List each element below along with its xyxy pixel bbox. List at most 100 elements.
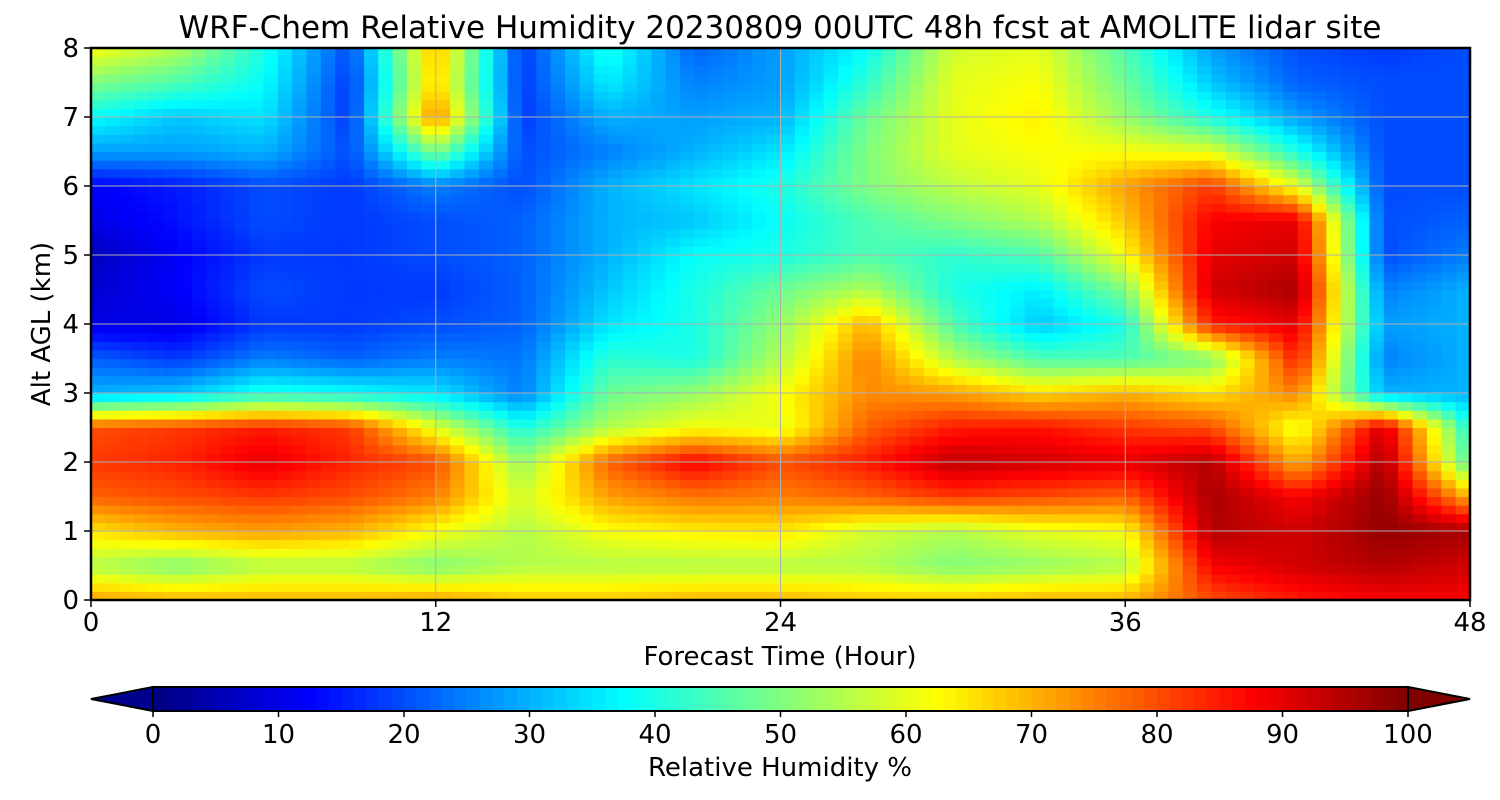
heatmap-cell <box>1067 203 1083 213</box>
heatmap-cell <box>780 565 796 575</box>
heatmap-cell <box>478 237 494 247</box>
heatmap-cell <box>1168 393 1184 403</box>
heatmap-cell <box>1297 453 1313 463</box>
heatmap-cell <box>1455 367 1471 377</box>
heatmap-cell <box>723 315 738 325</box>
heatmap-cell <box>407 315 422 325</box>
heatmap-cell <box>1153 591 1169 601</box>
heatmap-cell <box>493 272 509 282</box>
heatmap-cell <box>737 513 753 523</box>
heatmap-cell <box>1010 427 1026 437</box>
heatmap-cell <box>1355 556 1371 567</box>
heatmap-cell <box>1412 462 1428 472</box>
heatmap-cell <box>234 436 250 446</box>
heatmap-cell <box>809 539 825 549</box>
heatmap-cell <box>1426 237 1442 247</box>
heatmap-cell <box>866 470 882 480</box>
heatmap-cell <box>1383 211 1399 222</box>
heatmap-cell <box>1153 349 1169 360</box>
heatmap-cell <box>478 341 494 351</box>
heatmap-cell <box>1297 444 1313 454</box>
heatmap-cell <box>579 220 595 230</box>
heatmap-cell <box>292 341 308 351</box>
heatmap-cell <box>249 177 264 187</box>
heatmap-cell <box>1311 220 1327 230</box>
heatmap-cell <box>507 306 523 316</box>
heatmap-cell <box>924 220 940 230</box>
heatmap-cell <box>234 548 250 558</box>
heatmap-cell <box>205 349 221 360</box>
heatmap-cell <box>1067 418 1083 429</box>
heatmap-cell <box>665 186 681 196</box>
heatmap-cell <box>1426 194 1442 204</box>
heatmap-cell <box>995 263 1011 273</box>
heatmap-cell <box>694 556 710 567</box>
heatmap-cell <box>191 298 207 308</box>
heatmap-cell <box>148 186 164 196</box>
heatmap-cell <box>320 211 336 222</box>
heatmap-cell <box>292 324 308 334</box>
heatmap-cell <box>1455 574 1471 584</box>
heatmap-cell <box>277 168 293 178</box>
heatmap-cell <box>349 505 365 515</box>
heatmap-cell <box>665 427 681 437</box>
heatmap-cell <box>967 375 983 385</box>
heatmap-cell <box>952 384 968 394</box>
heatmap-cell <box>593 246 609 256</box>
heatmap-cell <box>909 263 925 273</box>
heatmap-cell <box>478 393 494 403</box>
heatmap-cell <box>177 306 193 316</box>
heatmap-cell <box>450 582 466 592</box>
heatmap-cell <box>536 393 552 403</box>
heatmap-cell <box>234 453 250 463</box>
heatmap-cell <box>938 436 954 446</box>
heatmap-cell <box>277 160 293 170</box>
heatmap-cell <box>1096 436 1112 446</box>
heatmap-cell <box>1455 246 1471 256</box>
heatmap-cell <box>277 539 293 549</box>
heatmap-cell <box>536 306 552 316</box>
heatmap-cell <box>1125 177 1141 187</box>
heatmap-cell <box>1225 332 1241 342</box>
heatmap-cell <box>1082 220 1098 230</box>
heatmap-cell <box>1168 574 1184 584</box>
heatmap-cell <box>536 220 552 230</box>
heatmap-cell <box>823 237 839 247</box>
heatmap-cell <box>1211 367 1227 377</box>
heatmap-cell <box>1340 324 1356 334</box>
heatmap-cell <box>1326 565 1342 575</box>
heatmap-cell <box>249 358 264 368</box>
heatmap-cell <box>335 160 351 170</box>
heatmap-cell <box>306 375 322 385</box>
heatmap-cell <box>651 168 667 178</box>
heatmap-cell <box>866 548 882 558</box>
heatmap-cell <box>1297 531 1313 541</box>
heatmap-cell <box>837 186 853 196</box>
heatmap-cell <box>363 410 379 420</box>
heatmap-cell <box>1326 531 1342 541</box>
heatmap-cell <box>766 324 782 334</box>
heatmap-cell <box>967 203 983 213</box>
heatmap-cell <box>1197 306 1213 316</box>
heatmap-cell <box>1039 436 1055 446</box>
heatmap-cell <box>1383 479 1399 489</box>
heatmap-cell <box>565 211 580 222</box>
heatmap-cell <box>608 436 624 446</box>
heatmap-cell <box>1254 186 1270 196</box>
heatmap-cell <box>320 427 336 437</box>
heatmap-cell <box>1340 436 1356 446</box>
heatmap-cell <box>263 453 279 463</box>
heatmap-cell <box>1067 289 1083 299</box>
heatmap-cell <box>1211 151 1227 161</box>
heatmap-cell <box>1355 306 1371 316</box>
heatmap-cell <box>1197 341 1213 351</box>
heatmap-cell <box>780 367 796 377</box>
heatmap-cell <box>407 513 422 523</box>
heatmap-cell <box>766 186 782 196</box>
heatmap-cell <box>1197 556 1213 567</box>
heatmap-cell <box>909 177 925 187</box>
heatmap-cell <box>148 211 164 222</box>
heatmap-cell <box>1412 513 1428 523</box>
heatmap-cell <box>320 220 336 230</box>
heatmap-cell <box>737 280 753 291</box>
